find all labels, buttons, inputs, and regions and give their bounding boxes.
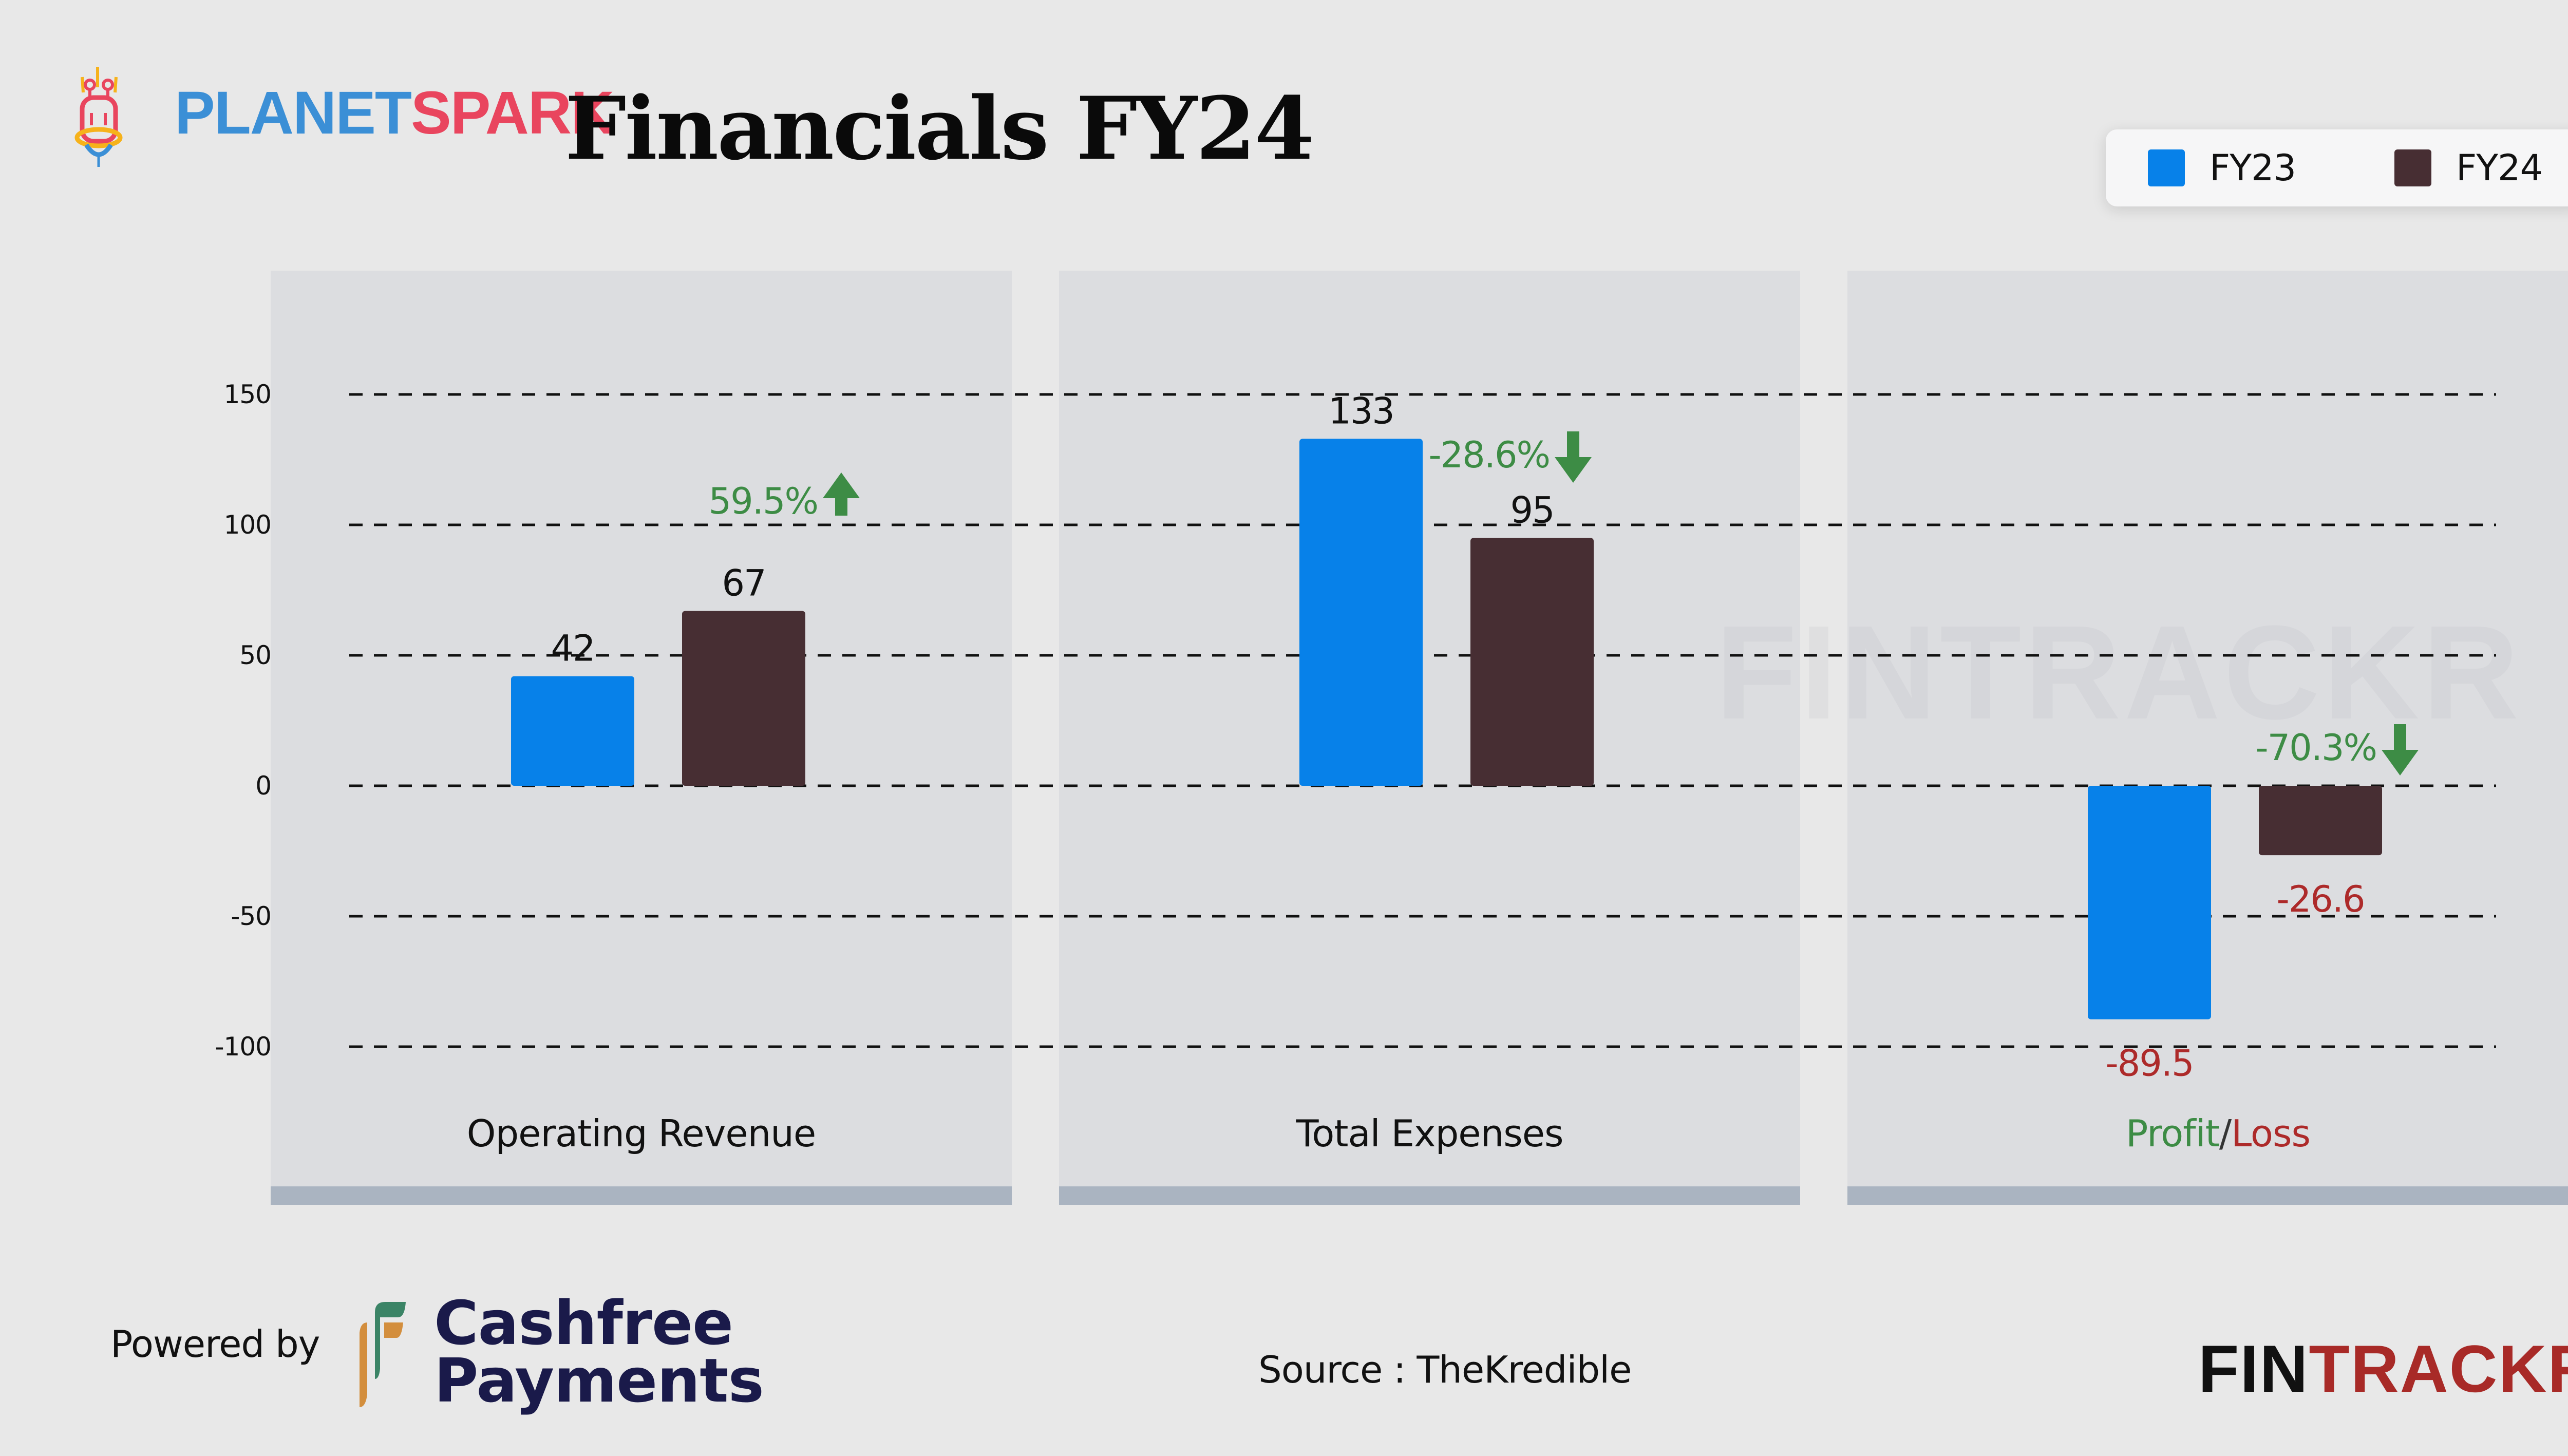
category-label-profit-loss: Profit/Loss bbox=[1847, 1112, 2568, 1155]
data-label: 95 bbox=[1510, 489, 1554, 531]
y-tick-label: -50 bbox=[231, 901, 271, 931]
y-tick-label: 150 bbox=[224, 380, 271, 409]
panel-operating-revenue bbox=[271, 271, 1012, 1186]
robot-mascot-icon bbox=[74, 67, 123, 167]
data-label: -89.5 bbox=[2105, 1043, 2193, 1085]
category-label-operating-revenue: Operating Revenue bbox=[466, 1112, 816, 1155]
legend-label-fy23: FY23 bbox=[2210, 147, 2296, 189]
cashfree-logo-icon bbox=[360, 1302, 406, 1407]
fintrackr-part2: TRACKR bbox=[2309, 1331, 2568, 1406]
arrow-down-icon bbox=[1555, 431, 1592, 483]
bar-fy23 bbox=[511, 676, 634, 786]
planetspark-logo: PLANETSPARK bbox=[67, 62, 614, 169]
bar-fy23 bbox=[2088, 786, 2211, 1019]
page-title: Financials FY24 bbox=[565, 78, 1314, 179]
panel-total-expenses bbox=[1059, 271, 1800, 1186]
y-tick-label: 50 bbox=[239, 640, 271, 670]
cashfree-line1: Cashfree bbox=[434, 1288, 733, 1358]
bar-fy23 bbox=[1299, 439, 1423, 786]
data-label: 42 bbox=[551, 628, 594, 670]
source-text: Source : TheKredible bbox=[1258, 1348, 1632, 1391]
fintrackr-logo: FINTRACKR bbox=[2198, 1330, 2568, 1407]
brand-part2: SPARK bbox=[411, 79, 614, 147]
bar-fy24 bbox=[1470, 538, 1594, 786]
bar-fy24 bbox=[682, 611, 805, 786]
cashfree-wordmark: Cashfree Payments bbox=[434, 1288, 764, 1416]
y-tick-label: 0 bbox=[255, 771, 271, 801]
change-percent-label: -70.3% bbox=[2255, 727, 2376, 769]
powered-by-text: Powered by bbox=[110, 1322, 320, 1366]
legend-swatch-fy24 bbox=[2394, 149, 2431, 186]
panel-base-bar bbox=[1059, 1186, 1800, 1205]
separator: / bbox=[2219, 1112, 2232, 1155]
loss-label: Loss bbox=[2231, 1112, 2311, 1155]
bar-fy24 bbox=[2259, 786, 2382, 856]
planetspark-wordmark: PLANETSPARK bbox=[175, 74, 614, 152]
data-label: 133 bbox=[1328, 390, 1394, 432]
y-tick-label: -100 bbox=[215, 1032, 271, 1062]
legend-item-fy24: FY24 bbox=[2394, 129, 2543, 206]
data-label: 67 bbox=[722, 562, 765, 604]
change-percent-label: 59.5% bbox=[709, 480, 818, 522]
profit-label: Profit bbox=[2126, 1112, 2220, 1155]
brand-part1: PLANET bbox=[175, 79, 412, 147]
change-percent-label: -28.6% bbox=[1428, 434, 1550, 476]
watermark: FINTRACKR bbox=[1715, 598, 2522, 747]
y-tick-label: 100 bbox=[224, 510, 271, 540]
arrow-up-icon bbox=[823, 472, 860, 516]
panel-base-bar bbox=[1847, 1186, 2568, 1205]
category-label-total-expenses: Total Expenses bbox=[1296, 1112, 1563, 1155]
chart-legend: FY23 FY24 bbox=[2106, 129, 2568, 206]
arrow-down-icon bbox=[2382, 724, 2419, 776]
panel-profit-loss bbox=[1847, 271, 2568, 1186]
data-label: -26.6 bbox=[2276, 878, 2364, 920]
fintrackr-part1: FIN bbox=[2198, 1331, 2309, 1406]
legend-label-fy24: FY24 bbox=[2456, 147, 2543, 189]
legend-item-fy23: FY23 bbox=[2148, 129, 2296, 206]
legend-swatch-fy23 bbox=[2148, 149, 2185, 186]
cashfree-line2: Payments bbox=[434, 1345, 764, 1416]
panel-base-bar bbox=[271, 1186, 1012, 1205]
